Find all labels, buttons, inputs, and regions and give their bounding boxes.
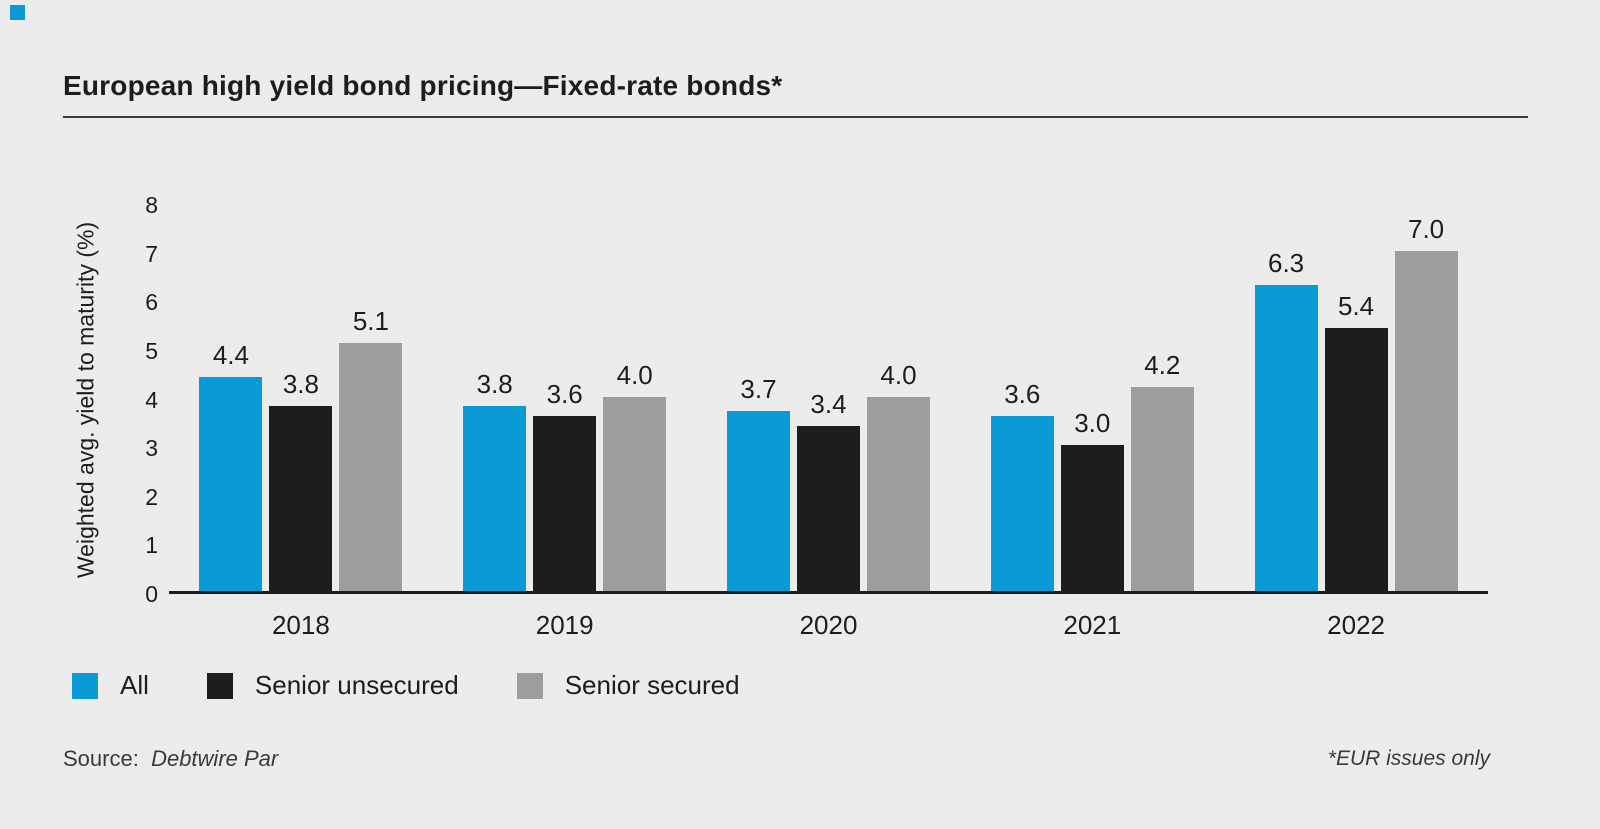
bar-all-2020: 3.7 xyxy=(726,374,790,591)
chart-legend: All Senior unsecured Senior secured xyxy=(72,670,740,701)
legend-label-senior-secured: Senior secured xyxy=(564,670,740,700)
bar-group-2022: 6.3 5.4 7.0 2022 xyxy=(1224,205,1488,640)
value-label-senior-unsecured-2018: 3.8 xyxy=(282,369,319,400)
bar-group-2020: 3.7 3.4 4.0 2020 xyxy=(697,205,961,640)
value-label-all-2022: 6.3 xyxy=(1268,247,1305,278)
y-tick-5: 5 xyxy=(145,337,158,364)
bar-senior-unsecured-2019: 3.6 xyxy=(533,379,597,591)
y-tick-2: 2 xyxy=(145,483,158,510)
x-category-2018: 2018 xyxy=(271,610,330,640)
y-axis-title: Weighted avg. yield to maturity (%) xyxy=(72,221,99,579)
y-tick-3: 3 xyxy=(145,435,158,462)
x-category-2022: 2022 xyxy=(1327,610,1385,640)
value-label-senior-unsecured-2022: 5.4 xyxy=(1338,291,1375,322)
value-label-all-2019: 3.8 xyxy=(476,369,513,400)
y-tick-7: 7 xyxy=(145,240,158,267)
bar-all-2022: 6.3 xyxy=(1254,248,1318,591)
title-divider xyxy=(63,116,1528,118)
legend-label-senior-unsecured: Senior unsecured xyxy=(254,670,459,700)
x-category-2021: 2021 xyxy=(1063,610,1122,640)
bar-senior-unsecured-2022: 5.4 xyxy=(1324,291,1388,591)
bar-all-2021: 3.6 xyxy=(990,379,1054,591)
legend-swatch-all xyxy=(72,672,98,699)
source-value: Debtwire Par xyxy=(151,746,279,771)
footnote: *EUR issues only xyxy=(1327,747,1490,770)
bar-senior-secured-2019: 4.0 xyxy=(603,360,667,591)
legend-label-all: All xyxy=(120,670,149,700)
y-tick-6: 6 xyxy=(145,289,158,316)
value-label-senior-unsecured-2021: 3.0 xyxy=(1074,408,1111,439)
x-category-2020: 2020 xyxy=(799,610,858,640)
value-label-all-2018: 4.4 xyxy=(212,340,249,371)
legend-item-senior-secured: Senior secured xyxy=(516,670,740,701)
bar-senior-secured-2021: 4.2 xyxy=(1130,350,1194,591)
brand-corner-square-icon xyxy=(10,5,25,20)
value-label-senior-secured-2018: 5.1 xyxy=(352,306,389,337)
bar-group-2021: 3.6 3.0 4.2 2021 xyxy=(960,205,1224,640)
chart-title: European high yield bond pricing—Fixed-r… xyxy=(63,70,783,101)
bar-group-2018: 4.4 3.8 5.1 2018 xyxy=(169,205,433,640)
y-tick-1: 1 xyxy=(145,532,158,559)
bar-senior-unsecured-2021: 3.0 xyxy=(1060,408,1124,591)
bar-all-2019: 3.8 xyxy=(463,369,527,591)
source-line: Source: Debtwire Par xyxy=(63,746,278,772)
value-label-all-2020: 3.7 xyxy=(740,374,777,405)
legend-swatch-senior-secured xyxy=(516,672,543,699)
source-label: Source: xyxy=(63,746,139,771)
y-tick-4: 4 xyxy=(145,386,158,413)
y-tick-8: 8 xyxy=(145,192,158,218)
value-label-senior-secured-2022: 7.0 xyxy=(1408,213,1445,244)
plot-area: 4.4 3.8 5.1 2018 3.8 3.6 4.0 2019 3.7 3.4 4.0 2020 3… xyxy=(169,205,1488,640)
bar-group-2019: 3.8 3.6 4.0 2019 xyxy=(433,205,697,640)
value-label-senior-unsecured-2019: 3.6 xyxy=(546,378,583,409)
bar-senior-secured-2022: 7.0 xyxy=(1394,214,1458,591)
x-category-2019: 2019 xyxy=(535,610,594,640)
bar-all-2018: 4.4 xyxy=(199,340,263,591)
bar-senior-secured-2020: 4.0 xyxy=(866,360,930,591)
bar-senior-unsecured-2020: 3.4 xyxy=(796,389,860,591)
legend-swatch-senior-unsecured xyxy=(206,672,233,699)
value-label-senior-secured-2021: 4.2 xyxy=(1144,349,1181,380)
bar-senior-secured-2018: 5.1 xyxy=(339,306,403,591)
value-label-all-2021: 3.6 xyxy=(1004,378,1041,409)
value-label-senior-unsecured-2020: 3.4 xyxy=(810,388,847,419)
legend-item-senior-unsecured: Senior unsecured xyxy=(206,670,459,701)
value-label-senior-secured-2020: 4.0 xyxy=(880,359,917,390)
y-tick-0: 0 xyxy=(145,581,158,607)
bar-senior-unsecured-2018: 3.8 xyxy=(269,369,333,591)
legend-item-all: All xyxy=(72,670,149,701)
value-label-senior-secured-2019: 4.0 xyxy=(616,359,653,390)
